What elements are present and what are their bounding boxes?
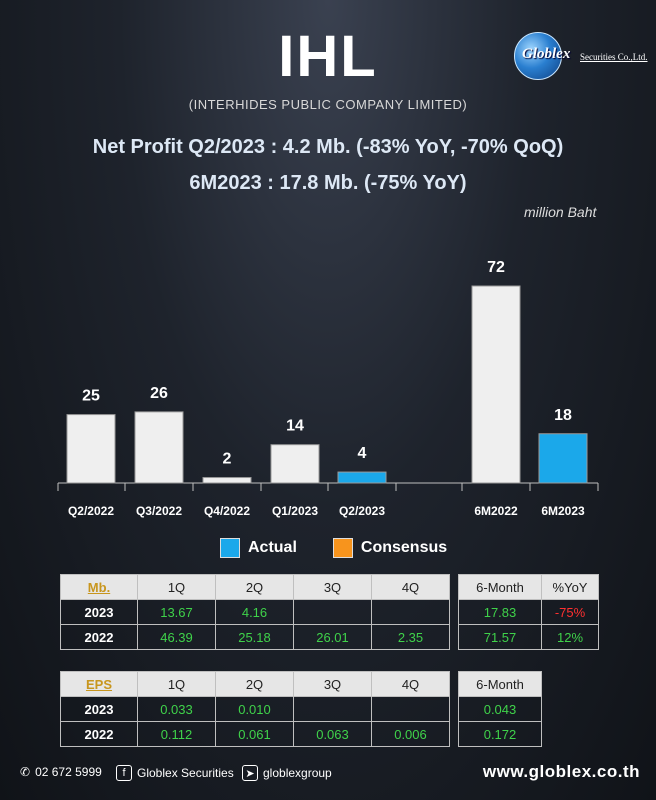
data-label: 18	[554, 407, 572, 424]
table-cell: 0.112	[137, 721, 216, 747]
col-header: %YoY	[541, 574, 599, 600]
eps-side-table: 6-Month 0.043 0.172	[458, 671, 542, 747]
bar-q4-2022	[202, 477, 252, 484]
table-row: 0.043	[458, 696, 542, 722]
legend-actual-swatch	[220, 538, 240, 558]
bar-q2-2022	[66, 414, 116, 484]
category-label: Q2/2023	[339, 504, 385, 518]
data-label: 14	[286, 418, 304, 435]
profit-table-key: Mb.	[60, 574, 138, 600]
eps-table: EPS 1Q 2Q 3Q 4Q 2023 0.033 0.010 2022 0.…	[60, 671, 450, 747]
footer-phone[interactable]: ✆ 02 672 5999	[20, 765, 102, 779]
category-label: Q3/2022	[136, 504, 182, 518]
col-header: 6-Month	[458, 574, 542, 600]
data-label: 72	[487, 259, 505, 276]
table-cell: 17.83	[458, 599, 542, 625]
data-label: 26	[150, 385, 168, 402]
table-cell: 0.010	[215, 696, 294, 722]
table-cell: -75%	[541, 599, 599, 625]
col-header: 6-Month	[458, 671, 542, 697]
bar-6m2023	[538, 433, 588, 484]
telegram-name: globlexgroup	[263, 766, 332, 780]
table-cell: 0.172	[458, 721, 542, 747]
chart-legend: Actual Consensus	[220, 538, 447, 558]
category-label: 6M2022	[474, 504, 518, 518]
table-cell: 71.57	[458, 624, 542, 650]
col-header: 3Q	[293, 671, 372, 697]
table-cell: 0.006	[371, 721, 450, 747]
globe-icon	[514, 32, 562, 80]
table-cell: 4.16	[215, 599, 294, 625]
logo-name: Globlex	[522, 46, 571, 62]
category-label: 6M2023	[541, 504, 585, 518]
legend-consensus-swatch	[332, 538, 353, 558]
facebook-name: Globlex Securities	[137, 766, 234, 780]
table-row: 71.57 12%	[458, 624, 599, 650]
headline-6m: 6M2023 : 17.8 Mb. (-75% YoY)	[189, 172, 467, 194]
bar-q1-2023	[270, 444, 320, 484]
data-label: 25	[82, 388, 100, 405]
table-row: 17.83 -75%	[458, 599, 599, 625]
col-header: 2Q	[215, 574, 294, 600]
table-cell: 13.67	[137, 599, 216, 625]
table-cell: 12%	[541, 624, 599, 650]
data-label: 4	[358, 445, 367, 462]
table-row: 2023 13.67 4.16	[60, 599, 450, 625]
col-header: 3Q	[293, 574, 372, 600]
col-header: 1Q	[137, 671, 216, 697]
col-header: 1Q	[137, 574, 216, 600]
row-year: 2022	[60, 624, 138, 650]
data-label: 2	[223, 451, 232, 468]
row-year: 2023	[60, 696, 138, 722]
col-header: 2Q	[215, 671, 294, 697]
table-cell	[293, 599, 372, 625]
footer: ✆ 02 672 5999 f Globlex Securities ➤ glo…	[20, 762, 640, 786]
table-cell: 2.35	[371, 624, 450, 650]
bar-q3-2022	[134, 411, 184, 484]
headline-quarter: Net Profit Q2/2023 : 4.2 Mb. (-83% YoY, …	[92, 136, 564, 158]
profit-side-table: 6-Month %YoY 17.83 -75% 71.57 12%	[458, 574, 599, 650]
globlex-logo: Globlex Securities Co.,Ltd.	[514, 32, 648, 80]
company-fullname: (INTERHIDES PUBLIC COMPANY LIMITED)	[188, 97, 468, 112]
unit-label: million Baht	[524, 204, 597, 220]
logo-suffix: Securities Co.,Ltd.	[580, 52, 648, 62]
website-link[interactable]: www.globlex.co.th	[482, 762, 640, 781]
profit-table: Mb. 1Q 2Q 3Q 4Q 2023 13.67 4.16 2022 46.…	[60, 574, 450, 650]
table-cell	[371, 599, 450, 625]
table-cell: 46.39	[137, 624, 216, 650]
footer-facebook[interactable]: f Globlex Securities	[116, 765, 234, 781]
table-row: 2023 0.033 0.010	[60, 696, 450, 722]
phone-icon: ✆	[20, 765, 31, 779]
table-cell: 26.01	[293, 624, 372, 650]
table-cell: 0.061	[215, 721, 294, 747]
telegram-icon: ➤	[242, 765, 258, 781]
row-year: 2023	[60, 599, 138, 625]
table-cell: 0.033	[137, 696, 216, 722]
category-label: Q4/2022	[204, 504, 250, 518]
phone-number: 02 672 5999	[35, 765, 102, 779]
table-cell: 0.043	[458, 696, 542, 722]
col-header: 4Q	[371, 574, 450, 600]
facebook-icon: f	[116, 765, 132, 781]
table-cell: 25.18	[215, 624, 294, 650]
legend-actual-label: Actual	[248, 539, 297, 556]
company-ticker: IHL	[278, 24, 378, 89]
category-label: Q1/2023	[272, 504, 318, 518]
legend-consensus-label: Consensus	[360, 539, 448, 556]
eps-table-key: EPS	[60, 671, 138, 697]
table-cell	[371, 696, 450, 722]
table-row: 2022 46.39 25.18 26.01 2.35	[60, 624, 450, 650]
bar-6m2022	[471, 285, 521, 484]
row-year: 2022	[60, 721, 138, 747]
table-row: 0.172	[458, 721, 542, 747]
table-row: 2022 0.112 0.061 0.063 0.006	[60, 721, 450, 747]
bar-q2-2023	[337, 471, 387, 484]
footer-telegram[interactable]: ➤ globlexgroup	[242, 765, 332, 781]
category-label: Q2/2022	[68, 504, 114, 518]
table-cell: 0.063	[293, 721, 372, 747]
table-cell	[293, 696, 372, 722]
col-header: 4Q	[371, 671, 450, 697]
net-profit-chart: 25 Q2/2022 26 Q3/2022 2 Q4/2022 14 Q1/2023 4 Q2/2…	[57, 259, 599, 518]
